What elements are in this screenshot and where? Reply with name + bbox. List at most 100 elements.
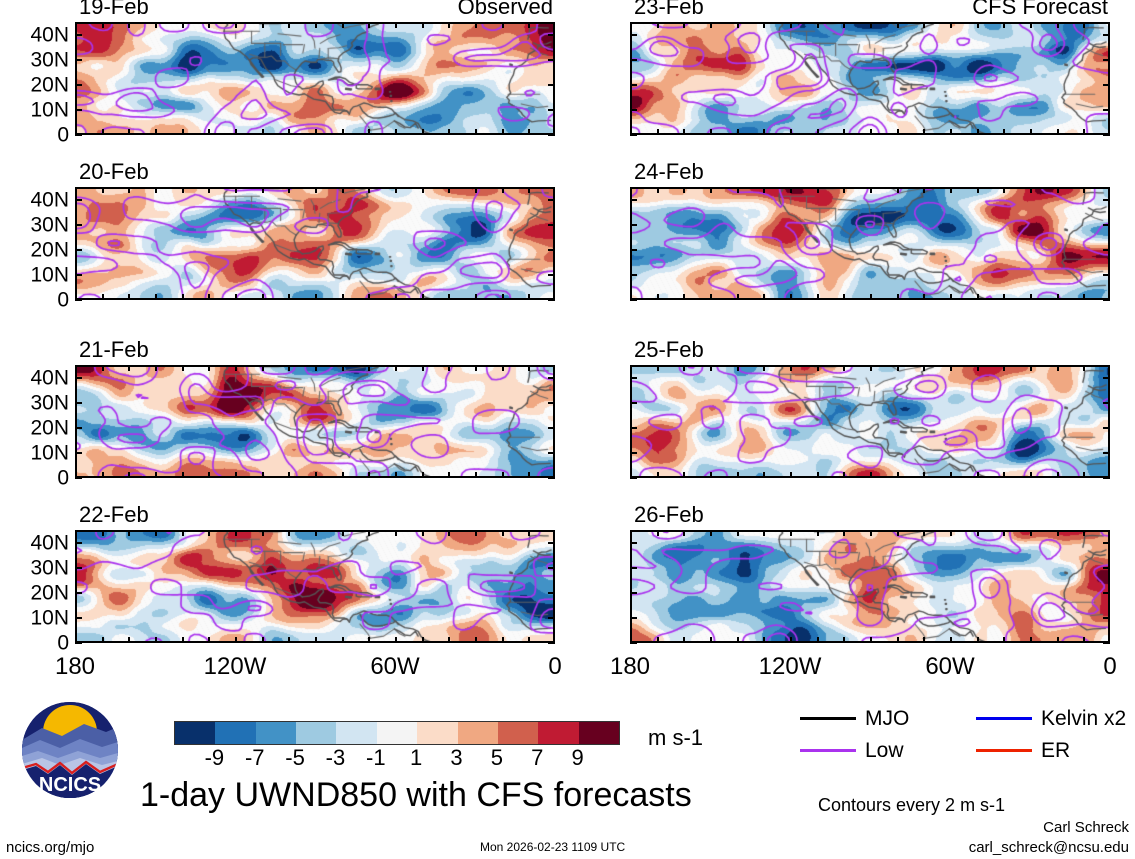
y-tick (548, 642, 555, 644)
x-tick (1108, 472, 1110, 478)
x-tick (421, 294, 424, 300)
y-tick (548, 273, 555, 276)
x-tick (235, 22, 237, 28)
x-tick (341, 187, 344, 193)
x-tick (1003, 472, 1006, 478)
x-tick (1108, 22, 1110, 28)
x-tick (710, 637, 712, 643)
x-tick (181, 530, 184, 536)
x-tick (630, 294, 632, 300)
x-tick (528, 129, 531, 135)
x-tick (1003, 294, 1006, 300)
y-tick (548, 591, 555, 594)
x-tick (475, 365, 477, 371)
x-tick (155, 22, 157, 28)
x-tick (101, 294, 104, 300)
x-tick (128, 22, 131, 28)
colorbar-tick-label: 5 (490, 745, 504, 770)
x-tick (1056, 530, 1059, 536)
colorbar-cell (255, 722, 297, 744)
x-axis-label: 60W (370, 653, 420, 680)
x-tick (870, 637, 872, 643)
author-name-label: Carl Schreck (1043, 819, 1129, 836)
x-tick (1003, 22, 1006, 28)
x-tick (843, 294, 846, 300)
x-tick (395, 530, 397, 536)
x-tick (553, 22, 555, 28)
y-tick (75, 58, 82, 61)
y-tick (75, 541, 82, 544)
x-tick (501, 22, 504, 28)
x-tick (421, 472, 424, 478)
y-tick (1103, 223, 1110, 226)
y-tick (1103, 198, 1110, 201)
y-axis-label: 10N (30, 441, 69, 465)
x-tick (763, 22, 766, 28)
x-tick (790, 294, 792, 300)
y-tick (548, 451, 555, 454)
x-tick (870, 472, 872, 478)
y-tick (1103, 541, 1110, 544)
x-tick (553, 294, 555, 300)
map-panel-25-feb: 25-Feb (630, 339, 1110, 479)
y-axis-label: 20N (30, 73, 69, 97)
site-url-label: ncics.org/mjo (6, 839, 95, 856)
x-axis-label: 120W (758, 653, 822, 680)
x-tick (790, 365, 792, 371)
x-tick (101, 472, 104, 478)
y-tick (75, 401, 82, 404)
x-tick (208, 365, 211, 371)
x-tick (288, 294, 291, 300)
y-tick (1103, 426, 1110, 429)
x-tick (923, 365, 926, 371)
x-tick (553, 530, 555, 536)
x-tick (288, 22, 291, 28)
y-tick (1103, 616, 1110, 619)
x-tick (1083, 22, 1086, 28)
y-tick (630, 134, 637, 136)
x-tick (315, 187, 317, 193)
panel-date-label: 25-Feb (634, 337, 704, 362)
x-tick (288, 472, 291, 478)
x-tick (341, 294, 344, 300)
x-tick (395, 129, 397, 135)
legend-label: MJO (865, 707, 910, 730)
ncics-logo-text: NCICS (39, 774, 101, 796)
x-tick (448, 294, 451, 300)
y-tick (1103, 248, 1110, 251)
y-tick (75, 134, 82, 136)
y-axis-label: 0 (57, 288, 69, 312)
y-tick (1103, 591, 1110, 594)
x-tick (630, 637, 632, 643)
x-tick (843, 365, 846, 371)
x-tick (1083, 129, 1086, 135)
colorbar-cell (215, 722, 256, 744)
y-tick (75, 376, 82, 379)
x-tick (816, 294, 819, 300)
x-tick (288, 365, 291, 371)
y-tick (75, 83, 82, 86)
x-tick (501, 472, 504, 478)
y-tick (75, 426, 82, 429)
x-tick (683, 365, 686, 371)
x-tick (315, 365, 317, 371)
x-tick (1108, 530, 1110, 536)
x-tick (816, 472, 819, 478)
x-tick (763, 187, 766, 193)
x-axis-label: 180 (54, 653, 96, 680)
x-tick (1003, 365, 1006, 371)
panel-date-label: 23-Feb (634, 0, 704, 19)
x-tick (790, 637, 792, 643)
x-tick (475, 294, 477, 300)
map-field-canvas (632, 367, 1108, 476)
x-tick (261, 294, 264, 300)
colorbar-swatches (174, 721, 620, 745)
x-tick (341, 129, 344, 135)
x-tick (896, 22, 899, 28)
x-tick (475, 22, 477, 28)
x-tick (448, 637, 451, 643)
legend-line-swatch (976, 717, 1032, 720)
x-tick (656, 637, 659, 643)
x-tick (128, 294, 131, 300)
y-tick (75, 198, 82, 201)
